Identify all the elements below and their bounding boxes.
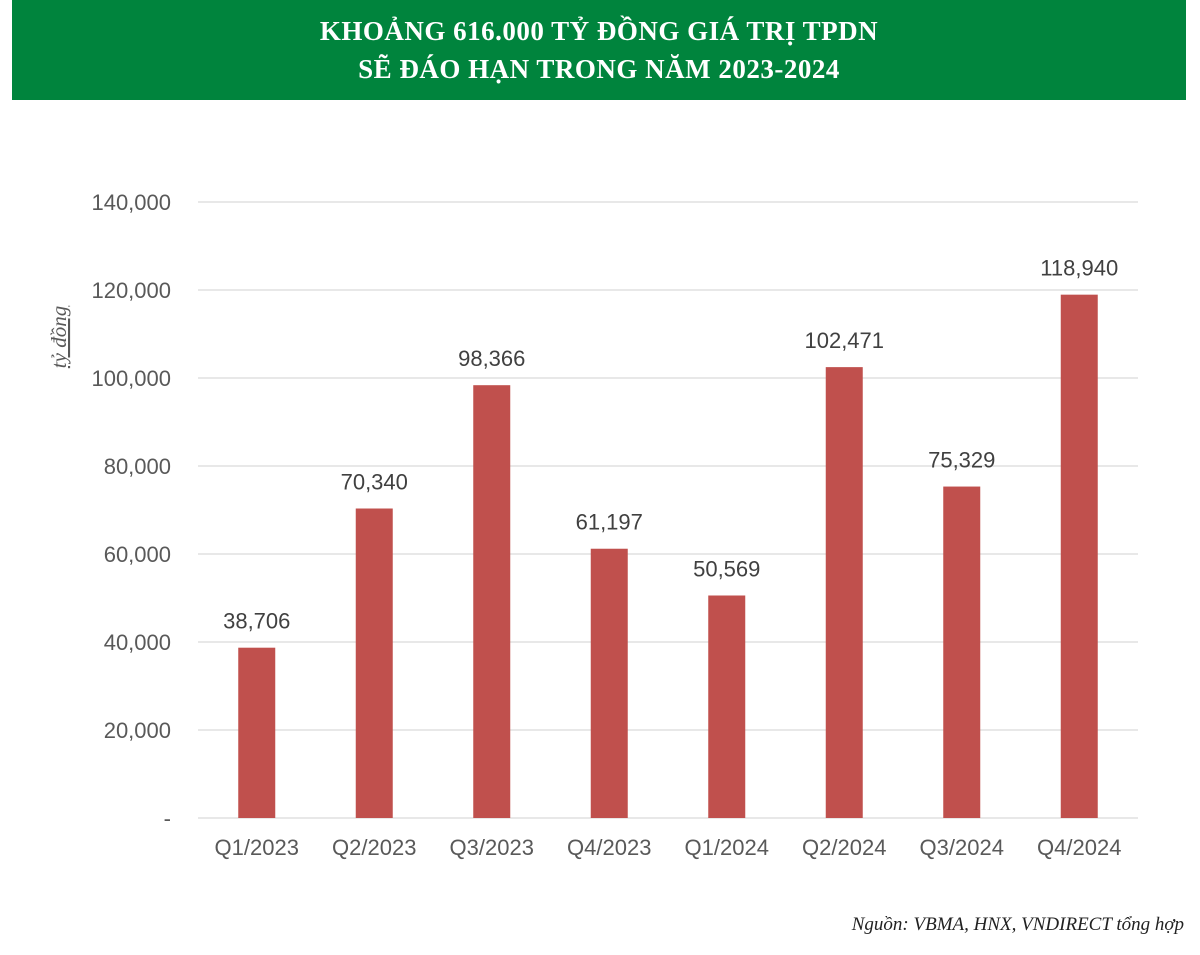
y-tick-label: 140,000 bbox=[91, 190, 171, 215]
source-note: Nguồn: VBMA, HNX, VNDIRECT tổng hợp bbox=[851, 914, 1184, 935]
data-label: 61,197 bbox=[576, 510, 643, 535]
y-tick-label: - bbox=[164, 806, 171, 831]
x-tick-label: Q4/2024 bbox=[1037, 835, 1121, 860]
y-tick-label: 80,000 bbox=[104, 454, 171, 479]
y-tick-label: 20,000 bbox=[104, 718, 171, 743]
y-tick-label: 40,000 bbox=[104, 630, 171, 655]
data-labels: 38,706 70,340 98,366 61,197 50,569 102,471 75,… bbox=[223, 256, 1118, 634]
data-label: 118,940 bbox=[1040, 256, 1118, 281]
chart-title-line-1: KHOẢNG 616.000 TỶ ĐỒNG GIÁ TRỊ TPDN bbox=[319, 16, 879, 46]
x-tick-label: Q3/2024 bbox=[920, 835, 1004, 860]
x-axis-ticks: Q1/2023 Q2/2023 Q3/2023 Q4/2023 Q1/2024 Q2/20… bbox=[215, 835, 1122, 860]
bar bbox=[355, 508, 393, 818]
bars bbox=[238, 294, 1098, 818]
bar bbox=[590, 548, 628, 818]
x-tick-label: Q1/2024 bbox=[685, 835, 769, 860]
x-tick-label: Q1/2023 bbox=[215, 835, 299, 860]
data-label: 98,366 bbox=[458, 346, 525, 371]
y-tick-label: 100,000 bbox=[91, 366, 171, 391]
bar bbox=[708, 595, 746, 818]
y-axis-ticks: - 20,000 40,000 60,000 80,000 100,000 120,000 1… bbox=[91, 190, 171, 831]
gridlines bbox=[198, 201, 1138, 819]
y-axis-label: tỷ đồng bbox=[47, 306, 71, 368]
data-label: 50,569 bbox=[693, 556, 760, 581]
data-label: 70,340 bbox=[341, 470, 408, 495]
x-tick-label: Q3/2023 bbox=[450, 835, 534, 860]
x-tick-label: Q2/2023 bbox=[332, 835, 416, 860]
bar bbox=[238, 647, 276, 818]
chart-title-line-2: SẼ ĐÁO HẠN TRONG NĂM 2023-2024 bbox=[358, 54, 840, 84]
data-label: 75,329 bbox=[928, 448, 995, 473]
bar bbox=[943, 486, 981, 818]
bar bbox=[1060, 294, 1098, 818]
bar bbox=[473, 385, 511, 818]
bar bbox=[825, 367, 863, 818]
data-label: 102,471 bbox=[804, 328, 884, 353]
x-tick-label: Q2/2024 bbox=[802, 835, 886, 860]
y-tick-label: 60,000 bbox=[104, 542, 171, 567]
y-tick-label: 120,000 bbox=[91, 278, 171, 303]
title-banner: KHOẢNG 616.000 TỶ ĐỒNG GIÁ TRỊ TPDN SẼ Đ… bbox=[12, 0, 1186, 100]
data-label: 38,706 bbox=[223, 609, 290, 634]
x-tick-label: Q4/2023 bbox=[567, 835, 651, 860]
